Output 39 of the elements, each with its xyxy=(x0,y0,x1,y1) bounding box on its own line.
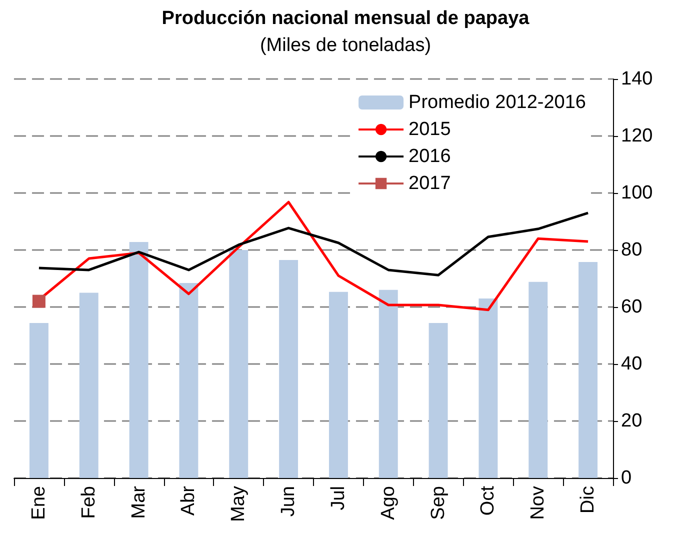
bar xyxy=(428,322,448,478)
x-tick-label: Mar xyxy=(128,485,150,519)
bar xyxy=(328,292,348,478)
x-tick-label: Dic xyxy=(578,486,599,514)
x-tick-label: Jul xyxy=(328,486,349,510)
x-tick-label: Ene xyxy=(28,486,50,520)
legend-label: 2015 xyxy=(408,119,451,140)
y-tick-label: 0 xyxy=(621,468,632,488)
chart-title: Producción nacional mensual de papaya xyxy=(162,8,530,29)
bar xyxy=(129,242,148,478)
legend-label: 2016 xyxy=(408,146,451,167)
x-tick-label: Feb xyxy=(78,486,100,519)
y-tick-label: 100 xyxy=(621,182,653,204)
x-tick-label: Jun xyxy=(278,486,300,517)
y-tick-label: 80 xyxy=(621,240,642,260)
bar xyxy=(279,260,298,478)
bar xyxy=(578,262,598,478)
bar xyxy=(79,292,98,478)
bar xyxy=(179,283,198,478)
bar xyxy=(478,298,498,478)
x-tick-label: Ago xyxy=(378,486,399,520)
x-tick-label: Oct xyxy=(478,485,499,516)
bar xyxy=(378,290,398,478)
bar xyxy=(29,322,48,478)
y-tick-label: 40 xyxy=(621,354,642,374)
bar xyxy=(528,282,548,478)
x-tick-label: Nov xyxy=(528,486,549,520)
legend-label: 2017 xyxy=(408,173,451,194)
x-tick-label: May xyxy=(228,486,250,522)
legend-label: Promedio 2012-2016 xyxy=(408,92,586,113)
y-tick-label: 140 xyxy=(621,68,653,90)
y-tick-label: 120 xyxy=(621,126,653,146)
x-tick-label: Sep xyxy=(428,486,449,520)
x-tick-label: Abr xyxy=(178,485,200,516)
bar xyxy=(229,250,248,478)
line-series xyxy=(38,212,590,276)
y-tick-label: 60 xyxy=(621,296,642,318)
chart-subtitle: (Miles de toneladas) xyxy=(260,35,432,56)
y-tick-label: 20 xyxy=(621,410,642,432)
